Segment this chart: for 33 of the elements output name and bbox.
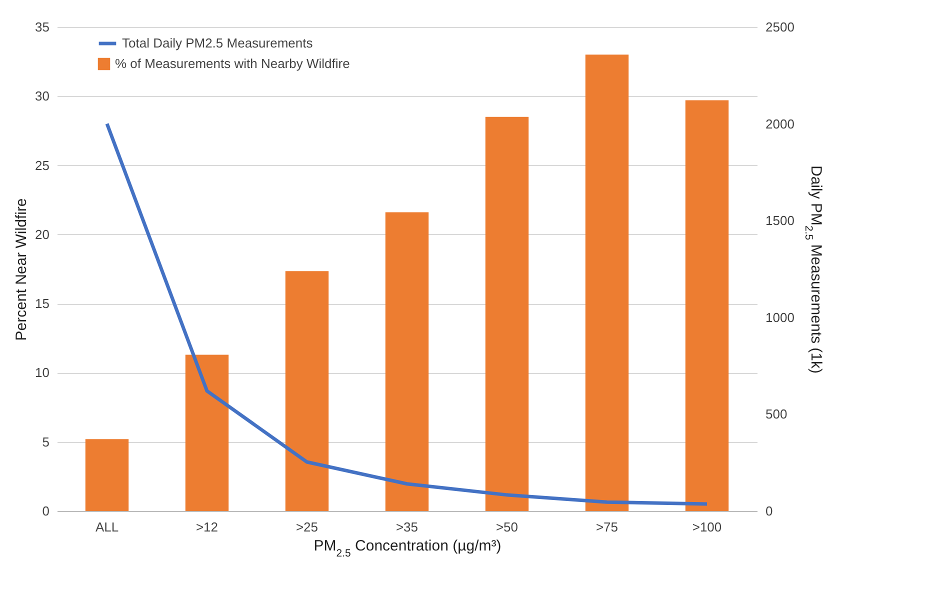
- legend-label: Total Daily PM2.5 Measurements: [122, 36, 314, 50]
- y-tick-label: 5: [42, 434, 50, 450]
- x-tick-label: >75: [596, 520, 618, 534]
- y-tick-label: 35: [35, 20, 50, 34]
- y2-tick-label: 2000: [766, 116, 794, 132]
- y2-tick-label: 500: [766, 406, 788, 422]
- x-tick-label: >25: [296, 520, 318, 534]
- y-tick-label: 15: [35, 296, 50, 312]
- y2-tick-label: 2500: [766, 20, 794, 34]
- bar: [585, 54, 629, 511]
- bar: [385, 212, 429, 511]
- x-tick-label: >50: [496, 520, 518, 534]
- y-tick-label: 20: [35, 226, 50, 242]
- bar: [685, 100, 729, 511]
- bar: [85, 439, 129, 511]
- x-tick-label: >12: [196, 520, 218, 534]
- y-tick-label: 0: [42, 504, 50, 518]
- y-tick-label: 25: [35, 158, 50, 173]
- bar: [485, 116, 529, 511]
- bar: [185, 354, 229, 511]
- y2-tick-label: 1000: [766, 310, 794, 325]
- y2-tick-label: 0: [766, 504, 773, 518]
- x-tick-label: >100: [692, 520, 722, 534]
- legend-label: % of Measurements with Nearby Wildfire: [115, 56, 350, 71]
- y2-tick-label: 1500: [766, 213, 794, 228]
- x-tick-label: ALL: [95, 520, 119, 534]
- line-series: [105, 122, 709, 506]
- x-axis-title: PM$_{2.5}$ Concentration (µg/m³): [314, 538, 502, 560]
- y-axis-title: Percent Near Wildfire: [13, 198, 30, 341]
- y-tick-label: 10: [35, 365, 50, 380]
- x-tick-label: >35: [396, 520, 418, 534]
- y-tick-label: 30: [35, 88, 50, 104]
- bar: [285, 271, 329, 511]
